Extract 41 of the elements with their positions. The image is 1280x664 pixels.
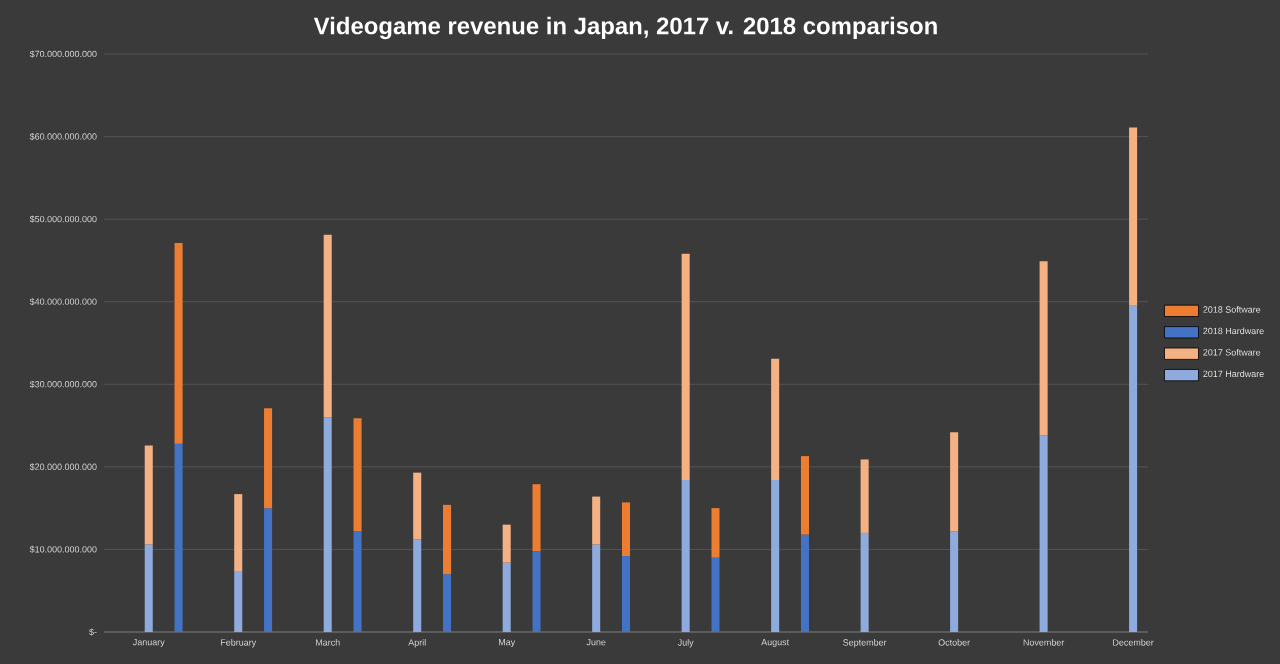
bar — [950, 531, 959, 632]
bar — [234, 494, 243, 572]
bar — [800, 456, 810, 535]
bar — [950, 432, 959, 532]
bar — [1129, 127, 1138, 306]
bar — [711, 508, 720, 558]
bar — [443, 504, 452, 575]
bar — [532, 551, 541, 632]
bar — [323, 234, 332, 418]
bar — [860, 532, 869, 632]
bar — [860, 459, 869, 533]
bar — [592, 544, 601, 632]
bar — [771, 358, 780, 481]
bar — [621, 502, 631, 557]
bar — [681, 480, 690, 632]
bar — [264, 408, 273, 509]
bar — [1039, 435, 1048, 632]
bar — [413, 539, 422, 632]
bar — [771, 480, 780, 632]
bar — [592, 496, 601, 545]
bar — [621, 556, 631, 632]
bar — [323, 417, 332, 632]
bar — [711, 557, 720, 632]
bar — [413, 472, 422, 540]
bar — [264, 508, 273, 632]
bar — [502, 562, 511, 632]
bar — [144, 445, 153, 545]
bar — [681, 253, 690, 481]
bar — [1039, 261, 1048, 436]
bar — [174, 243, 183, 444]
bar — [502, 524, 511, 563]
bar — [174, 443, 183, 632]
bar — [234, 571, 243, 632]
bar — [353, 418, 362, 532]
bar — [1129, 305, 1138, 632]
bar — [144, 544, 153, 632]
bar — [443, 574, 452, 632]
bar — [532, 484, 541, 552]
chart-title: Videogame revenue in Japan, 2017 v. 2018 comparison — [313, 16, 937, 40]
bar — [800, 534, 810, 632]
bar — [353, 531, 362, 632]
